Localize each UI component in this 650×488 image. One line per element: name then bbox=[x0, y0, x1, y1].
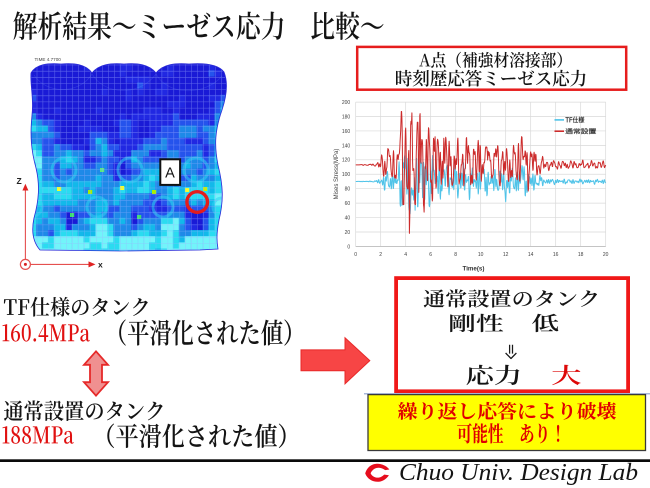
svg-text:18: 18 bbox=[578, 252, 584, 258]
svg-text:Z: Z bbox=[17, 176, 22, 186]
svg-text:6: 6 bbox=[429, 252, 432, 258]
svg-text:160: 160 bbox=[342, 129, 351, 135]
svg-text:4: 4 bbox=[404, 252, 407, 258]
svg-text:100: 100 bbox=[342, 172, 351, 178]
svg-text:x: x bbox=[98, 260, 103, 270]
svg-text:60: 60 bbox=[345, 201, 351, 207]
svg-text:Time(s): Time(s) bbox=[463, 266, 485, 273]
svg-text:0: 0 bbox=[347, 244, 350, 250]
svg-text:20: 20 bbox=[345, 230, 351, 236]
svg-text:2: 2 bbox=[379, 252, 382, 258]
svg-text:20: 20 bbox=[603, 252, 609, 258]
svg-text:40: 40 bbox=[345, 215, 351, 221]
svg-text:TIME 4.7700: TIME 4.7700 bbox=[35, 57, 62, 62]
svg-text:10: 10 bbox=[478, 252, 484, 258]
svg-text:14: 14 bbox=[528, 252, 534, 258]
svg-text:80: 80 bbox=[345, 187, 351, 193]
svg-text:8: 8 bbox=[454, 252, 457, 258]
svg-text:140: 140 bbox=[342, 143, 351, 149]
svg-text:0: 0 bbox=[354, 252, 357, 258]
svg-text:Mises Stress(MPa): Mises Stress(MPa) bbox=[334, 149, 340, 200]
svg-text:200: 200 bbox=[342, 100, 351, 106]
svg-text:Chuo Univ. Design Lab: Chuo Univ. Design Lab bbox=[399, 460, 638, 486]
svg-text:16: 16 bbox=[553, 252, 559, 258]
svg-text:12: 12 bbox=[503, 252, 509, 258]
svg-text:A: A bbox=[165, 166, 175, 182]
svg-text:120: 120 bbox=[342, 158, 351, 164]
svg-text:180: 180 bbox=[342, 114, 351, 120]
